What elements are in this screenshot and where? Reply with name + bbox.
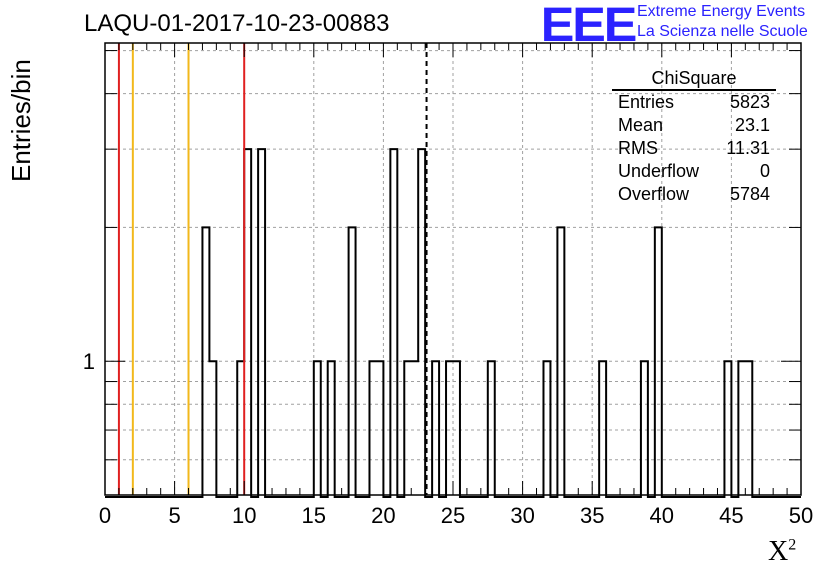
eee-logo: EEE xyxy=(540,0,638,52)
eee-logo-text: Extreme Energy Events La Scienza nelle S… xyxy=(637,2,808,42)
histogram-outline xyxy=(105,148,801,498)
histogram-bin xyxy=(258,149,265,495)
stats-title: ChiSquare xyxy=(612,68,776,91)
x-tick-label: 20 xyxy=(371,503,395,528)
x-tick-label: 10 xyxy=(232,503,256,528)
stats-value: 5784 xyxy=(729,184,770,204)
chart-title: LAQU-01-2017-10-23-00883 xyxy=(84,10,390,37)
stats-box: ChiSquare Entries 5823 Mean 23.1 RMS 11.31 … xyxy=(610,68,780,206)
x-tick-label: 0 xyxy=(99,503,111,528)
histogram-bin xyxy=(390,149,397,495)
x-tick-label: 50 xyxy=(789,503,813,528)
stats-label: RMS xyxy=(618,138,658,158)
x-axis-label-superscript: 2 xyxy=(788,536,797,554)
stats-row-rms: RMS 11.31 xyxy=(610,137,780,160)
stats-row-overflow: Overflow 5784 xyxy=(610,183,780,206)
stats-label: Underflow xyxy=(618,161,700,181)
histogram-bin xyxy=(418,149,425,495)
x-tick-label: 5 xyxy=(168,503,180,528)
stats-value: 0 xyxy=(759,161,770,181)
y-tick-label: 1 xyxy=(83,349,95,374)
x-tick-label: 15 xyxy=(302,503,326,528)
stats-value: 11.31 xyxy=(726,138,770,158)
x-tick-label: 30 xyxy=(510,503,534,528)
x-tick-label: 45 xyxy=(719,503,743,528)
y-axis-label: Entries/bin xyxy=(6,59,36,182)
stats-label: Entries xyxy=(618,92,675,112)
x-tick-label: 40 xyxy=(650,503,674,528)
x-axis-label: X2 xyxy=(768,536,796,568)
x-tick-label: 35 xyxy=(580,503,604,528)
stats-value: 23.1 xyxy=(734,115,770,135)
stats-row-entries: Entries 5823 xyxy=(610,91,780,114)
stats-label: Mean xyxy=(618,115,664,135)
logo-line-2: La Scienza nelle Scuole xyxy=(637,23,808,40)
histogram-bin xyxy=(244,149,251,495)
stats-value: 5823 xyxy=(729,92,770,112)
stats-row-underflow: Underflow 0 xyxy=(610,160,780,183)
logo-line-1: Extreme Energy Events xyxy=(637,3,806,20)
x-axis-label-base: X xyxy=(768,536,789,567)
stats-row-mean: Mean 23.1 xyxy=(610,114,780,137)
x-tick-label: 25 xyxy=(441,503,465,528)
stats-label: Overflow xyxy=(618,184,690,204)
